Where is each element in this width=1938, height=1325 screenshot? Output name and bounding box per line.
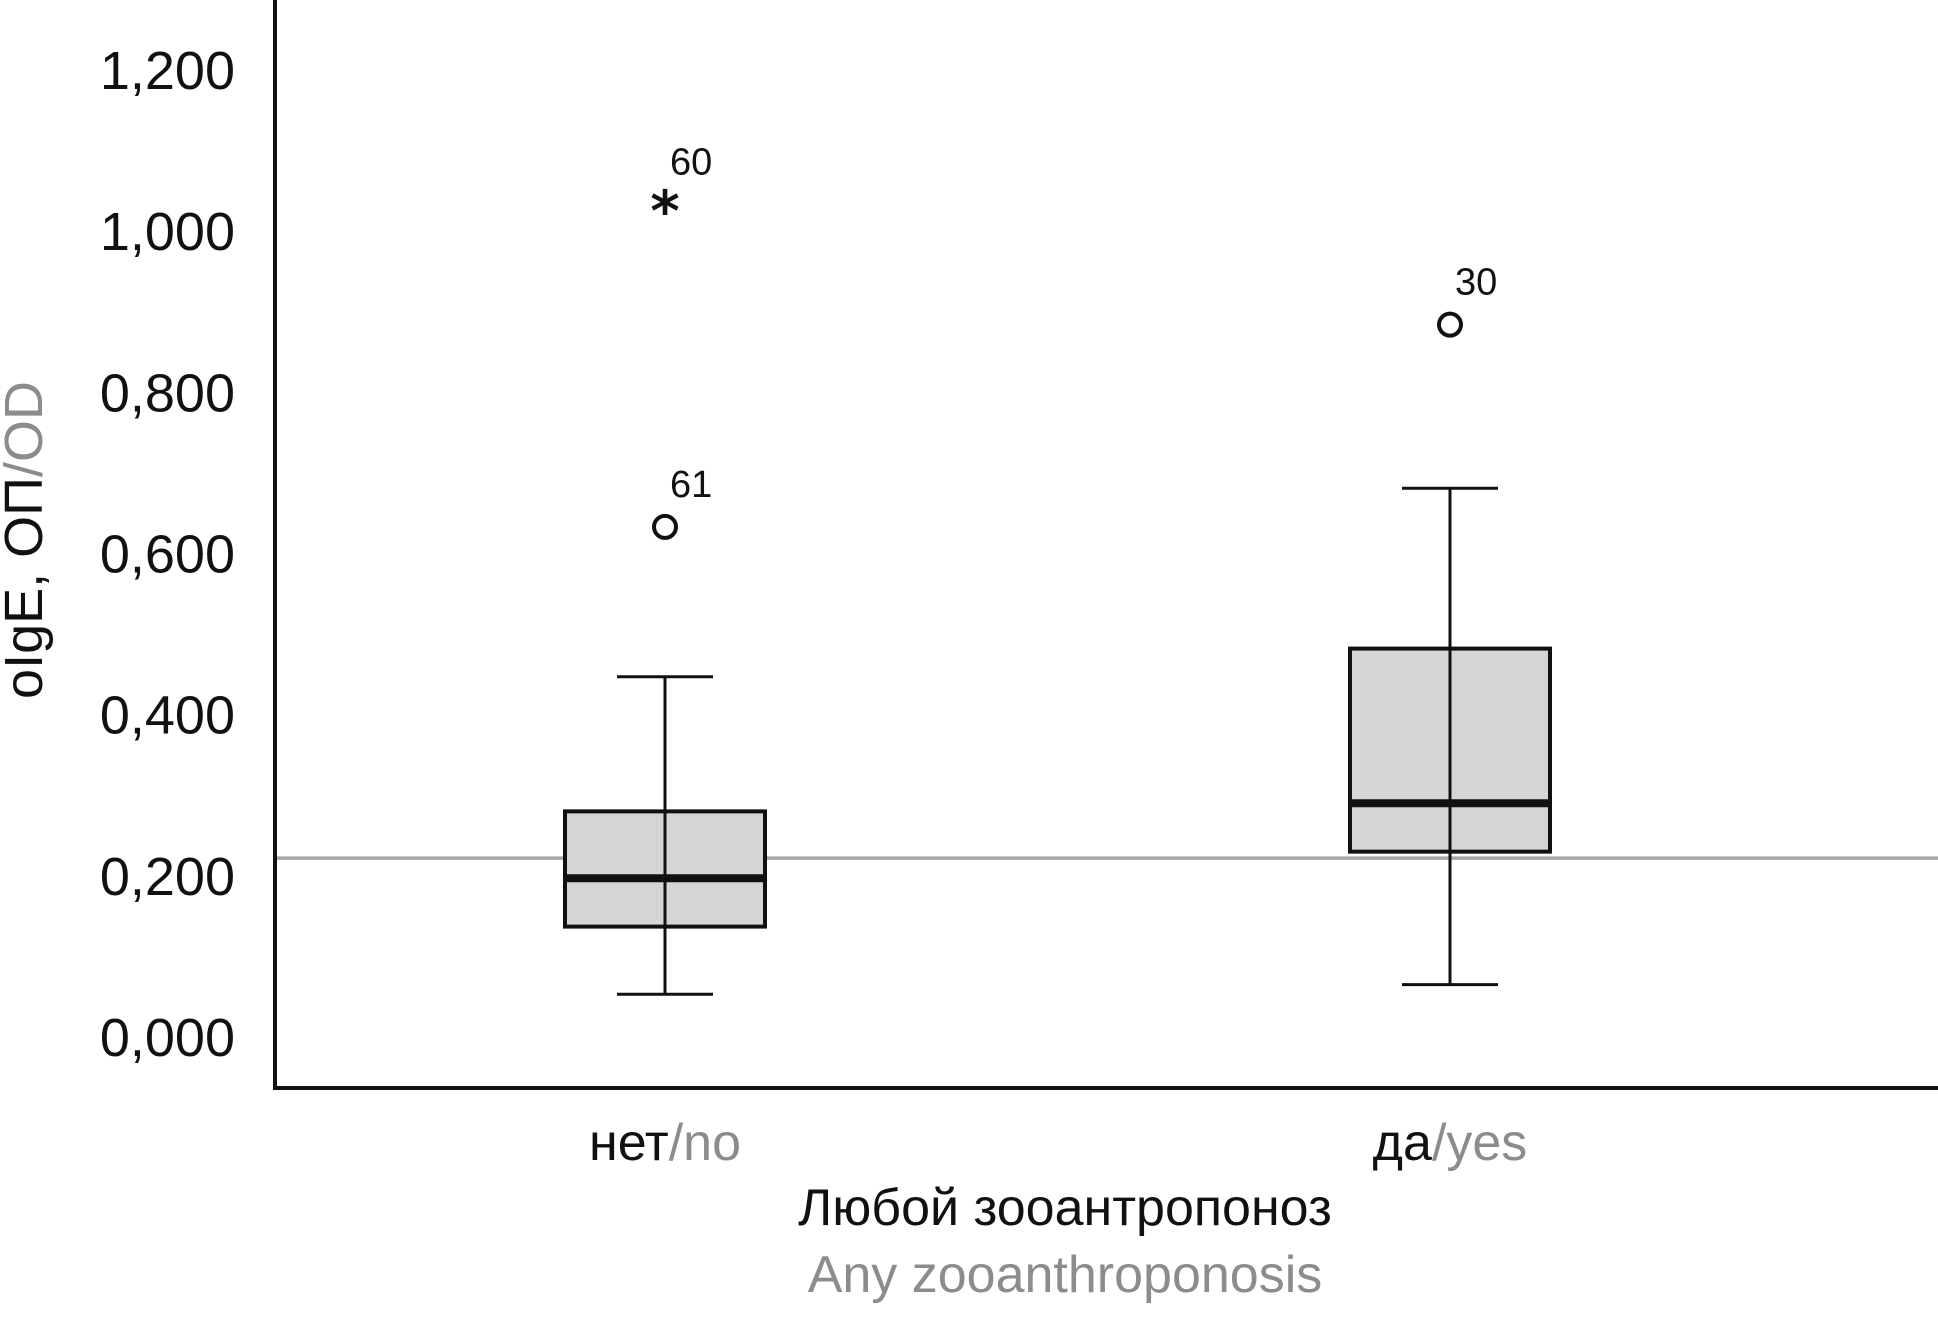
x-category-label-ru: да bbox=[1373, 1114, 1432, 1172]
x-category-label-en: yes bbox=[1446, 1114, 1527, 1172]
y-tick-label: 0,000 bbox=[100, 1008, 235, 1068]
y-axis-label-separator: / bbox=[0, 462, 54, 477]
x-category-label-en: no bbox=[683, 1114, 741, 1172]
y-axis-ticks: 0,000 0,200 0,400 0,600 0,800 1,000 1,200 bbox=[100, 41, 235, 1068]
outlier-label: 30 bbox=[1455, 262, 1497, 304]
x-category-label-ru: нет bbox=[589, 1114, 669, 1172]
x-axis-label-ru: Любой зооантропоноз bbox=[798, 1179, 1332, 1237]
box-2: 30 bbox=[1348, 262, 1552, 987]
y-tick-label: 0,600 bbox=[100, 525, 235, 585]
y-axis-label-en: OD bbox=[0, 381, 54, 462]
outlier-circle-marker bbox=[652, 513, 678, 540]
y-tick-label: 0,800 bbox=[100, 363, 235, 423]
outlier-label: 60 bbox=[670, 142, 712, 184]
x-category-label-separator: / bbox=[669, 1114, 684, 1172]
x-category-label: да/yes bbox=[1373, 1114, 1528, 1172]
x-category-label: нет/no bbox=[589, 1114, 741, 1172]
y-tick-label: 1,000 bbox=[100, 202, 235, 262]
outlier-circle-marker bbox=[1437, 311, 1463, 338]
y-axis-label-ru: oIgE, ОП bbox=[0, 477, 54, 699]
y-axis-label: oIgE, ОП/OD bbox=[0, 381, 54, 699]
box-1: 61 *60 bbox=[563, 142, 767, 996]
y-tick-label: 0,400 bbox=[100, 686, 235, 746]
x-category-label-separator: / bbox=[1432, 1114, 1447, 1172]
outlier-star-marker: * bbox=[650, 180, 679, 245]
x-axis-label-en: Any zooanthroponosis bbox=[808, 1246, 1323, 1304]
y-tick-label: 1,200 bbox=[100, 41, 235, 101]
x-axis-categories: нет/no да/yes bbox=[589, 1114, 1527, 1172]
boxes-group: 61 *60 30 bbox=[563, 142, 1552, 996]
y-tick-label: 0,200 bbox=[100, 847, 235, 907]
outlier-label: 61 bbox=[670, 464, 712, 506]
